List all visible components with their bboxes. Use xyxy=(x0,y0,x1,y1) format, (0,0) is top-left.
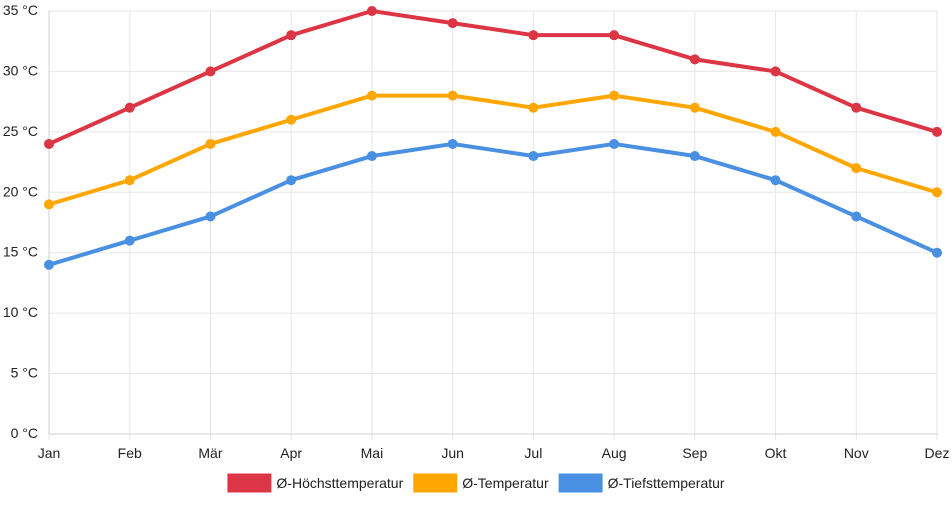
data-point xyxy=(609,138,620,149)
legend-swatch xyxy=(558,473,603,493)
legend-item[interactable]: Ø-Temperatur xyxy=(413,473,549,493)
data-point xyxy=(286,175,297,186)
data-point xyxy=(770,66,781,77)
data-point xyxy=(528,151,539,162)
data-point xyxy=(609,30,620,41)
data-point xyxy=(447,18,458,29)
grid-lines xyxy=(48,10,938,440)
data-point xyxy=(205,211,216,222)
y-tick-label: 0 °C xyxy=(11,425,38,441)
data-point xyxy=(124,175,135,186)
data-point xyxy=(851,102,862,113)
data-point xyxy=(44,138,54,149)
data-point xyxy=(205,66,216,77)
x-tick-label: Mär xyxy=(198,445,222,461)
y-tick-label: 35 °C xyxy=(3,2,38,18)
data-point xyxy=(770,175,781,186)
data-point xyxy=(44,259,54,270)
x-tick-label: Jul xyxy=(524,445,542,461)
x-tick-label: Dez xyxy=(925,445,950,461)
series-lines xyxy=(44,6,942,270)
legend-label: Ø-Höchsttemperatur xyxy=(276,475,403,491)
data-point xyxy=(528,30,539,41)
legend: Ø-Höchsttemperatur Ø-Temperatur Ø-Tiefstte… xyxy=(227,473,725,493)
data-point xyxy=(689,54,700,65)
legend-swatch xyxy=(227,473,272,493)
data-point xyxy=(124,102,135,113)
data-point xyxy=(932,247,942,258)
x-tick-label: Apr xyxy=(280,445,302,461)
y-tick-label: 15 °C xyxy=(3,244,38,260)
data-point xyxy=(124,235,135,246)
x-tick-label: Okt xyxy=(765,445,787,461)
x-tick-label: Jan xyxy=(38,445,61,461)
data-point xyxy=(366,151,377,162)
legend-label: Ø-Tiefsttemperatur xyxy=(608,475,725,491)
legend-swatch xyxy=(413,473,458,493)
legend-item[interactable]: Ø-Höchsttemperatur xyxy=(227,473,404,493)
data-point xyxy=(286,114,297,125)
data-point xyxy=(286,30,297,41)
legend-label: Ø-Temperatur xyxy=(462,475,549,491)
data-point xyxy=(44,199,54,210)
x-tick-label: Jun xyxy=(441,445,464,461)
data-point xyxy=(770,126,781,137)
y-tick-label: 20 °C xyxy=(3,183,38,199)
data-point xyxy=(447,138,458,149)
data-point xyxy=(689,151,700,162)
data-point xyxy=(366,90,377,101)
series-line xyxy=(47,141,939,267)
y-tick-label: 5 °C xyxy=(11,365,38,381)
data-point xyxy=(205,138,216,149)
series-3 xyxy=(44,138,942,270)
data-point xyxy=(851,163,862,174)
data-point xyxy=(932,187,942,198)
data-point xyxy=(528,102,539,113)
data-point xyxy=(447,90,458,101)
series-line xyxy=(47,93,939,207)
x-tick-label: Nov xyxy=(844,445,869,461)
series-line xyxy=(47,9,939,146)
series-1 xyxy=(44,6,942,149)
x-tick-label: Mai xyxy=(361,445,384,461)
data-point xyxy=(366,6,377,16)
y-tick-label: 10 °C xyxy=(3,304,38,320)
data-point xyxy=(609,90,620,101)
data-point xyxy=(932,126,942,137)
data-point xyxy=(689,102,700,113)
y-tick-label: 30 °C xyxy=(3,62,38,78)
x-tick-label: Sep xyxy=(682,445,707,461)
series-2 xyxy=(44,90,942,210)
axes: 0 °C 5 °C 10 °C 15 °C 20 °C 25 °C 30 °C 35 °C Ja… xyxy=(3,2,950,461)
data-point xyxy=(851,211,862,222)
x-tick-label: Aug xyxy=(602,445,627,461)
y-tick-label: 25 °C xyxy=(3,123,38,139)
legend-item[interactable]: Ø-Tiefsttemperatur xyxy=(558,473,725,493)
x-tick-label: Feb xyxy=(118,445,142,461)
